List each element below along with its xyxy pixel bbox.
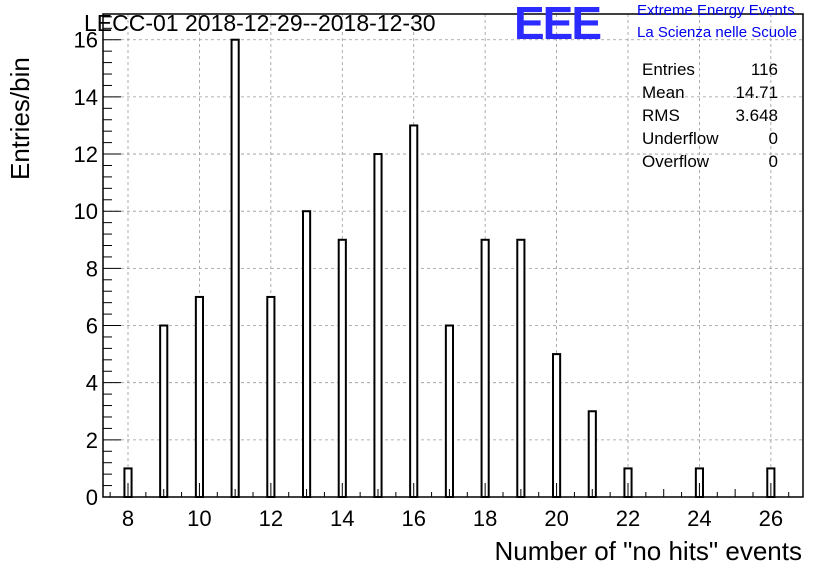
histogram-bar [230,38,240,498]
stat-underflow-value: 0 [768,129,778,148]
logo-line-1: Extreme Energy Events [637,2,795,19]
y-tick-label: 2 [86,428,98,453]
y-tick-label: 14 [74,85,98,110]
chart-title: LECC-01 2018-12-29--2018-12-30 [84,10,436,36]
y-tick-label: 10 [74,199,98,224]
x-tick-label: 22 [616,506,640,531]
histogram-bar [409,124,419,498]
y-tick-label: 4 [86,371,98,396]
histogram-bar [444,324,455,499]
y-tick-label: 12 [74,142,98,167]
x-tick-label: 26 [759,506,783,531]
histogram-bar [480,238,490,498]
eee-logo: EEE [514,0,602,49]
histogram-bar [266,295,276,498]
stat-overflow-label: Overflow [642,152,710,171]
x-tick-label: 20 [544,506,568,531]
histogram-bar [194,295,205,498]
histogram-bar [159,324,169,499]
y-tick-label: 6 [86,314,98,339]
histogram-bar [337,238,347,498]
y-tick-label: 8 [86,256,98,281]
stat-overflow-value: 0 [768,152,778,171]
stat-mean-label: Mean [642,83,685,102]
stat-mean-value: 14.71 [735,83,778,102]
y-axis-label: Entries/bin [5,57,35,180]
histogram-bar [587,410,597,498]
x-tick-label: 14 [330,506,354,531]
stat-entries-value: 116 [750,60,778,79]
x-tick-label: 8 [122,506,134,531]
stat-underflow-label: Underflow [642,129,719,148]
y-tick-label: 0 [86,485,98,510]
x-tick-label: 18 [473,506,497,531]
x-tick-label: 12 [259,506,283,531]
histogram-bar [373,153,383,499]
stat-rms-label: RMS [642,106,680,125]
stat-entries-label: Entries [642,60,695,79]
x-axis-label: Number of "no hits" events [494,536,803,566]
axis-ticks [103,16,790,498]
logo-line-2: La Scienza nelle Scuole [637,24,798,41]
stat-rms-value: 3.648 [735,106,778,125]
histogram-bar [516,238,526,498]
y-tick-label: 16 [74,28,98,53]
x-tick-label: 10 [187,506,211,531]
plot-frame [102,13,804,498]
histogram-bar [302,210,312,499]
histogram-bar [552,353,562,498]
x-tick-label: 16 [401,506,425,531]
x-tick-label: 24 [687,506,711,531]
